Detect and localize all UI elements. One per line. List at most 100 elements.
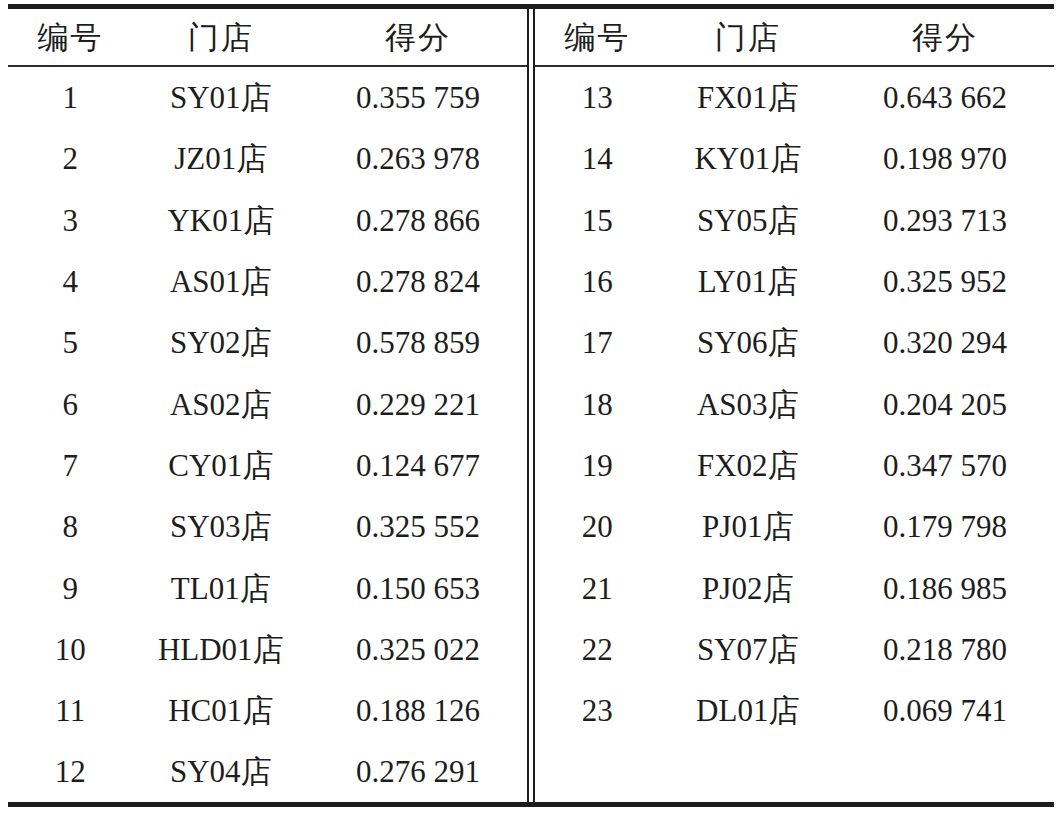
table-row: 4AS01店0.278 824	[8, 251, 527, 312]
store-name-cell: PJ01店	[660, 511, 836, 542]
row-number-cell: 19	[535, 450, 660, 481]
store-name-cell: SY04店	[133, 756, 309, 787]
store-name-cell: SY03店	[133, 511, 309, 542]
store-name-cell: HLD01店	[133, 634, 309, 665]
table-row: 6AS02店0.229 221	[8, 373, 527, 434]
store-name-cell: SY01店	[133, 82, 309, 113]
store-name-cell: AS03店	[660, 389, 836, 420]
row-number-cell: 17	[535, 327, 660, 358]
table-row: 19FX02店0.347 570	[535, 435, 1054, 496]
score-cell: 0.578 859	[309, 327, 527, 358]
score-cell: 0.124 677	[309, 450, 527, 481]
row-number-cell: 18	[535, 389, 660, 420]
table-row: 10HLD01店0.325 022	[8, 619, 527, 680]
table-body-right: 13FX01店0.643 66214KY01店0.198 97015SY05店0…	[535, 67, 1054, 741]
store-name-cell: AS01店	[133, 266, 309, 297]
row-number-cell: 12	[8, 756, 133, 787]
table-row: 7CY01店0.124 677	[8, 435, 527, 496]
row-number-cell: 9	[8, 573, 133, 604]
store-name-cell: HC01店	[133, 695, 309, 726]
double-vertical-divider	[527, 9, 535, 802]
store-name-cell: YK01店	[133, 205, 309, 236]
row-number-cell: 21	[535, 573, 660, 604]
score-cell: 0.186 985	[836, 573, 1054, 604]
store-name-cell: JZ01店	[133, 143, 309, 174]
column-header-no: 编号	[8, 22, 133, 53]
table-row: 15SY05店0.293 713	[535, 190, 1054, 251]
score-cell: 0.325 552	[309, 511, 527, 542]
column-header-store: 门店	[660, 22, 836, 53]
score-cell: 0.325 022	[309, 634, 527, 665]
row-number-cell: 22	[535, 634, 660, 665]
row-number-cell: 13	[535, 82, 660, 113]
score-cell: 0.325 952	[836, 266, 1054, 297]
table-row: 9TL01店0.150 653	[8, 557, 527, 618]
store-name-cell: KY01店	[660, 143, 836, 174]
store-name-cell: TL01店	[133, 573, 309, 604]
table-row: 11HC01店0.188 126	[8, 680, 527, 741]
row-number-cell: 14	[535, 143, 660, 174]
store-name-cell: PJ02店	[660, 573, 836, 604]
table-row: 2JZ01店0.263 978	[8, 128, 527, 189]
row-number-cell: 3	[8, 205, 133, 236]
table-half-left: 编号 门店 得分 1SY01店0.355 7592JZ01店0.263 9783…	[8, 9, 527, 802]
score-cell: 0.643 662	[836, 82, 1054, 113]
table-row: 12SY04店0.276 291	[8, 741, 527, 802]
score-cell: 0.293 713	[836, 205, 1054, 236]
column-header-store: 门店	[133, 22, 309, 53]
store-name-cell: FX02店	[660, 450, 836, 481]
header-row-left: 编号 门店 得分	[8, 9, 527, 67]
score-cell: 0.204 205	[836, 389, 1054, 420]
table-row: 5SY02店0.578 859	[8, 312, 527, 373]
column-header-score: 得分	[836, 22, 1054, 53]
store-name-cell: AS02店	[133, 389, 309, 420]
score-cell: 0.188 126	[309, 695, 527, 726]
row-number-cell: 5	[8, 327, 133, 358]
row-number-cell: 20	[535, 511, 660, 542]
score-cell: 0.150 653	[309, 573, 527, 604]
row-number-cell: 7	[8, 450, 133, 481]
score-cell: 0.320 294	[836, 327, 1054, 358]
store-name-cell: DL01店	[660, 695, 836, 726]
row-number-cell: 2	[8, 143, 133, 174]
table-row: 3YK01店0.278 866	[8, 190, 527, 251]
table-row: 8SY03店0.325 552	[8, 496, 527, 557]
score-cell: 0.278 866	[309, 205, 527, 236]
store-name-cell: LY01店	[660, 266, 836, 297]
row-number-cell: 6	[8, 389, 133, 420]
table-row: 21PJ02店0.186 985	[535, 557, 1054, 618]
table-row: 1SY01店0.355 759	[8, 67, 527, 128]
table-row: 13FX01店0.643 662	[535, 67, 1054, 128]
row-number-cell: 1	[8, 82, 133, 113]
table-row: 22SY07店0.218 780	[535, 619, 1054, 680]
score-cell: 0.355 759	[309, 82, 527, 113]
row-number-cell: 8	[8, 511, 133, 542]
table-row: 20PJ01店0.179 798	[535, 496, 1054, 557]
score-cell: 0.069 741	[836, 695, 1054, 726]
row-number-cell: 16	[535, 266, 660, 297]
store-name-cell: SY07店	[660, 634, 836, 665]
score-cell: 0.218 780	[836, 634, 1054, 665]
score-cell: 0.347 570	[836, 450, 1054, 481]
score-cell: 0.229 221	[309, 389, 527, 420]
store-name-cell: FX01店	[660, 82, 836, 113]
score-cell: 0.198 970	[836, 143, 1054, 174]
table-row: 14KY01店0.198 970	[535, 128, 1054, 189]
table-row: 23DL01店0.069 741	[535, 680, 1054, 741]
store-name-cell: SY05店	[660, 205, 836, 236]
table-half-right: 编号 门店 得分 13FX01店0.643 66214KY01店0.198 97…	[535, 9, 1054, 802]
table-row: 16LY01店0.325 952	[535, 251, 1054, 312]
row-number-cell: 11	[8, 695, 133, 726]
column-header-score: 得分	[309, 22, 527, 53]
table-row: 18AS03店0.204 205	[535, 373, 1054, 434]
score-cell: 0.263 978	[309, 143, 527, 174]
score-table: 编号 门店 得分 1SY01店0.355 7592JZ01店0.263 9783…	[8, 4, 1054, 807]
score-cell: 0.179 798	[836, 511, 1054, 542]
score-cell: 0.276 291	[309, 756, 527, 787]
row-number-cell: 4	[8, 266, 133, 297]
score-cell: 0.278 824	[309, 266, 527, 297]
header-row-right: 编号 门店 得分	[535, 9, 1054, 67]
store-name-cell: CY01店	[133, 450, 309, 481]
column-header-no: 编号	[535, 22, 660, 53]
row-number-cell: 23	[535, 695, 660, 726]
